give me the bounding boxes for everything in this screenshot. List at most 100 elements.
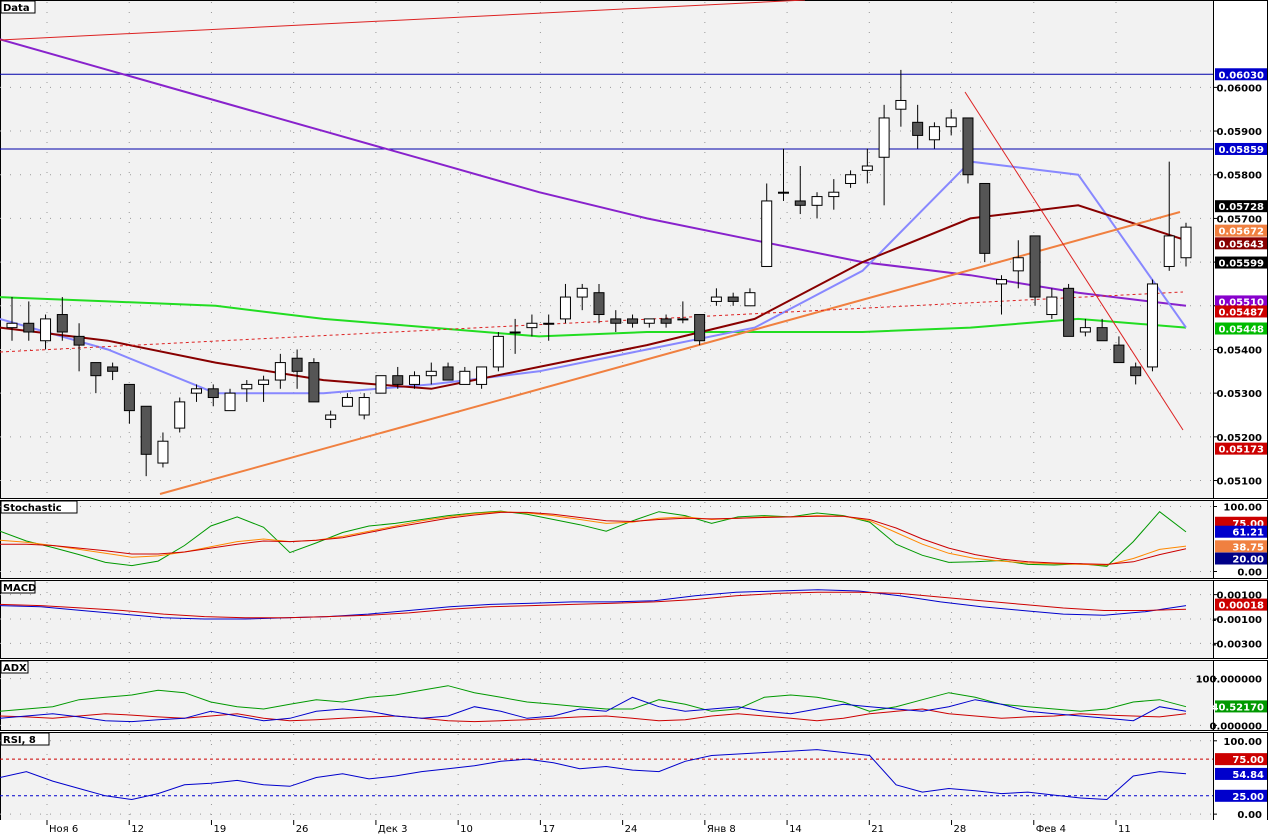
price-label-box xyxy=(1215,200,1267,213)
y-tick-label: 0.05700 xyxy=(1216,214,1262,225)
candle-body xyxy=(392,375,404,385)
panel-background xyxy=(0,500,1213,578)
series-line xyxy=(0,708,1187,723)
price-label-box xyxy=(1215,552,1267,565)
price-label: 0.05510 xyxy=(1218,297,1264,308)
candle-body xyxy=(627,318,639,324)
x-tick-label: 11 xyxy=(1118,824,1131,834)
candle-body xyxy=(73,335,85,346)
x-tick-label: 17 xyxy=(542,824,555,834)
trend-line xyxy=(159,211,1181,495)
overlay-line xyxy=(0,296,1187,338)
candle-body xyxy=(1096,327,1108,342)
candle-body xyxy=(123,383,135,412)
trend-line xyxy=(0,0,806,41)
candle-body xyxy=(409,375,421,385)
candle-body xyxy=(928,126,940,141)
candle-body xyxy=(341,397,353,407)
price-label-box xyxy=(1215,753,1267,766)
candle-body xyxy=(845,174,857,184)
candle-body xyxy=(308,362,320,403)
x-tick-label: 21 xyxy=(871,824,884,834)
candle-body xyxy=(291,357,303,372)
panel-title: ADX xyxy=(3,663,27,674)
candle-body xyxy=(174,401,186,429)
candle-body xyxy=(660,318,672,324)
candle-body xyxy=(442,366,454,381)
panel-title-box xyxy=(0,580,36,594)
series-line xyxy=(0,696,1187,723)
y-tick-label: 0.05400 xyxy=(1216,345,1262,356)
panel-title-box xyxy=(0,0,36,14)
y-tick-label: 0.05800 xyxy=(1216,171,1262,182)
candle-body xyxy=(40,318,52,342)
candle-body xyxy=(694,314,706,342)
candle-body xyxy=(157,440,169,464)
price-label-box xyxy=(1215,68,1267,81)
price-label: 0.05448 xyxy=(1218,325,1264,336)
candle-body xyxy=(610,318,622,324)
series-line xyxy=(0,511,1187,566)
y-tick-label: 100.00 xyxy=(1223,737,1262,748)
price-label-box xyxy=(1215,442,1267,455)
candle-body xyxy=(1079,327,1091,333)
y-tick-label: 100.00 xyxy=(1223,503,1262,514)
candle-body xyxy=(559,296,571,320)
candle-body xyxy=(258,379,270,385)
x-tick-label: 26 xyxy=(296,824,309,834)
price-label-box xyxy=(1215,142,1267,155)
x-tick-label: 10 xyxy=(460,824,473,834)
x-tick-label: 12 xyxy=(131,824,144,834)
candle-body xyxy=(425,370,437,377)
candle-body xyxy=(459,370,471,385)
price-label: 75.00 xyxy=(1232,755,1264,766)
price-label-box xyxy=(1215,525,1267,538)
price-label-box xyxy=(1215,305,1267,318)
candle-body xyxy=(710,296,722,302)
panel-title: RSI, 8 xyxy=(3,735,36,746)
price-label: 0.05859 xyxy=(1218,145,1264,156)
candle-body xyxy=(140,405,152,455)
y-tick-label: 0.00 xyxy=(1237,568,1262,579)
price-label-box xyxy=(1215,295,1267,308)
candle-body xyxy=(224,392,236,412)
x-tick-label: 24 xyxy=(625,824,638,834)
candle-body xyxy=(190,388,202,394)
candle-body xyxy=(962,117,974,176)
candle-body xyxy=(107,366,119,372)
series-line xyxy=(0,749,1187,801)
x-tick-label: Дек 3 xyxy=(378,824,408,834)
price-label-box xyxy=(1215,540,1267,553)
candle-body xyxy=(777,191,789,194)
candle-body xyxy=(1130,366,1142,377)
candle-body xyxy=(861,165,873,171)
candle-body xyxy=(794,200,806,206)
y-tick-label: 0.05200 xyxy=(1216,433,1262,444)
y-tick-label: 0.05100 xyxy=(1216,477,1262,488)
price-label: 20.00 xyxy=(1232,555,1264,566)
candle-body xyxy=(543,322,555,325)
price-label: 0.05643 xyxy=(1218,239,1264,250)
overlay-line xyxy=(0,38,1187,307)
panel-title-box xyxy=(0,660,29,674)
price-label: 0.00018 xyxy=(1218,601,1264,612)
candle-body xyxy=(593,292,605,316)
price-label: 40.52170 xyxy=(1211,702,1264,713)
candle-body xyxy=(1113,344,1125,364)
x-tick-label: Ноя 6 xyxy=(49,824,78,834)
price-label: 61.21 xyxy=(1232,528,1264,539)
candle-body xyxy=(207,388,219,399)
y-tick-label: -0.00300 xyxy=(1212,639,1262,650)
y-tick-label: 0.00100 xyxy=(1216,591,1262,602)
series-line xyxy=(0,511,1187,565)
price-label: 0.05728 xyxy=(1218,202,1264,213)
candle-body xyxy=(1146,283,1158,368)
y-tick-label: 0.06000 xyxy=(1216,83,1262,94)
candle-body xyxy=(23,322,35,333)
series-line xyxy=(0,591,1187,619)
candle-body xyxy=(90,362,102,377)
price-label: 0.05487 xyxy=(1218,307,1264,318)
candle-body xyxy=(241,383,253,390)
